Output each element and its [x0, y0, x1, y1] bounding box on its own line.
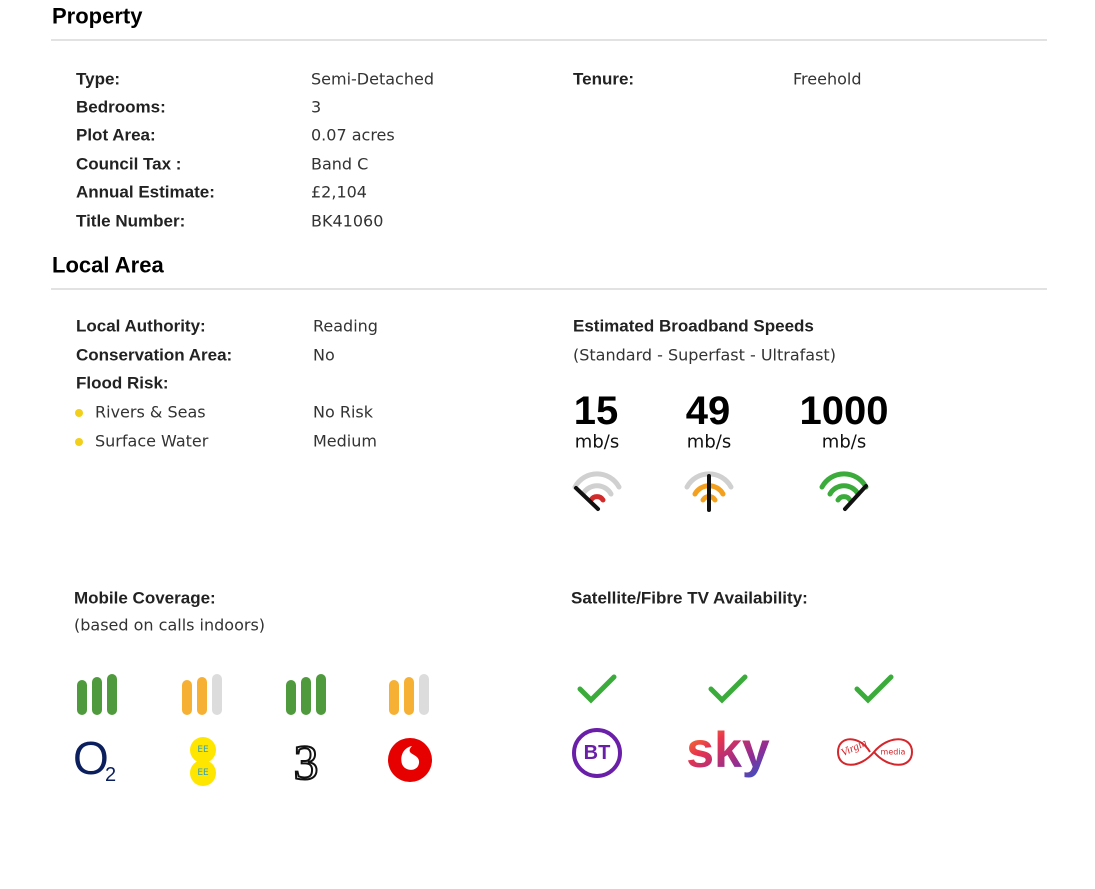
- unit: mb/s: [822, 432, 866, 453]
- heading: Satellite/Fibre TV Availability:: [571, 589, 808, 608]
- label: Surface Water: [95, 432, 209, 451]
- label: Type:: [76, 70, 120, 89]
- label: Council Tax :: [76, 155, 181, 174]
- bt-logo: [572, 728, 622, 778]
- heading: Mobile Coverage:: [74, 589, 216, 608]
- value: £2,104: [311, 183, 367, 202]
- virgin-logo-sub: media: [881, 748, 906, 757]
- local-rows: Local Authority: Reading Conservation Ar…: [75, 317, 378, 451]
- value: BK41060: [311, 212, 383, 231]
- heading: Estimated Broadband Speeds: [573, 317, 814, 336]
- ee-logo: EE: [197, 745, 209, 755]
- label: Local Authority:: [76, 317, 206, 336]
- o2-logo: O: [73, 732, 109, 784]
- tv-logos: BT sky Virgin media: [572, 722, 914, 778]
- value: Reading: [313, 317, 378, 336]
- checkmarks: [577, 674, 894, 704]
- mobile-logos: O 2 EE EE 3: [73, 732, 432, 791]
- virgin-loop: [836, 738, 914, 766]
- subtitle: (Standard - Superfast - Ultrafast): [573, 346, 836, 365]
- sky-logo: sky: [686, 722, 770, 778]
- value: Freehold: [793, 70, 861, 89]
- label: Rivers & Seas: [95, 403, 206, 422]
- label: Title Number:: [76, 212, 185, 231]
- value: No Risk: [313, 403, 374, 422]
- speed: 15: [574, 389, 619, 433]
- speed: 49: [686, 389, 731, 433]
- gauge: [819, 471, 869, 511]
- property-rows: Type: Semi-Detached Bedrooms: 3 Plot Are…: [76, 70, 861, 231]
- value: Medium: [313, 432, 377, 451]
- bullet: [75, 438, 83, 446]
- o2-logo-sub: 2: [105, 764, 116, 786]
- label: Bedrooms:: [76, 98, 166, 117]
- label: Annual Estimate:: [76, 183, 215, 202]
- unit: mb/s: [575, 432, 619, 453]
- vodafone-mark: [401, 746, 420, 770]
- section-title: Property: [52, 4, 143, 29]
- broadband: Estimated Broadband Speeds (Standard - S…: [573, 317, 888, 453]
- bullet: [75, 409, 83, 417]
- value: 3: [311, 98, 321, 117]
- bt-logo-text: BT: [584, 742, 611, 764]
- unit: mb/s: [687, 432, 731, 453]
- gauge: [572, 471, 622, 511]
- label: Flood Risk:: [76, 374, 169, 393]
- ee-logo: EE: [197, 768, 209, 778]
- value: Semi-Detached: [311, 70, 434, 89]
- signal-bars: [77, 674, 429, 715]
- value: No: [313, 346, 335, 365]
- gauge: [684, 471, 734, 512]
- label: Conservation Area:: [76, 346, 232, 365]
- speed: 1000: [800, 389, 889, 433]
- label: Plot Area:: [76, 126, 156, 145]
- value: 0.07 acres: [311, 126, 395, 145]
- value: Band C: [311, 155, 368, 174]
- section-title: Local Area: [52, 253, 164, 278]
- subtitle: (based on calls indoors): [74, 616, 265, 635]
- label: Tenure:: [573, 70, 634, 89]
- three-logo: 3: [294, 734, 319, 790]
